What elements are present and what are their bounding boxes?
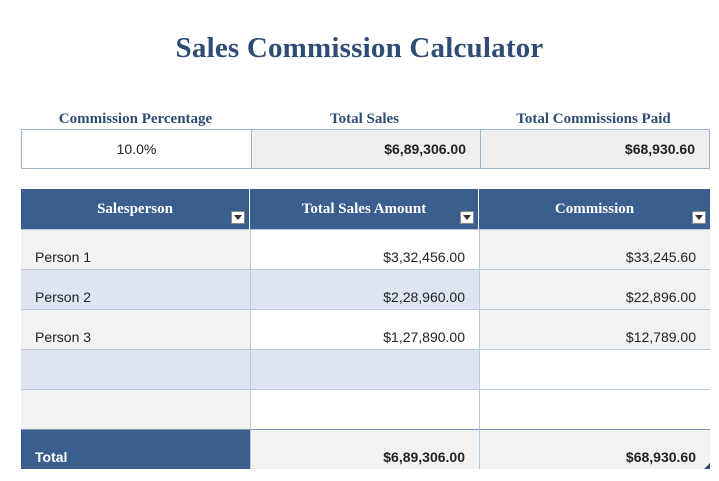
sales-amount-cell[interactable]: $3,32,456.00	[250, 229, 479, 269]
total-commission-cell: $68,930.60	[479, 429, 710, 469]
sales-amount-cell[interactable]	[250, 389, 479, 429]
page-title: Sales Commission Calculator	[175, 32, 544, 64]
commission-cell: $22,896.00	[479, 269, 710, 309]
column-header-label: Commission	[554, 201, 635, 217]
salesperson-cell[interactable]: Person 2	[21, 269, 250, 309]
filter-dropdown-icon[interactable]	[692, 211, 706, 224]
sales-amount-cell[interactable]: $2,28,960.00	[250, 269, 479, 309]
salesperson-cell[interactable]	[21, 389, 250, 429]
filter-dropdown-icon[interactable]	[231, 211, 245, 224]
table-row	[21, 349, 710, 389]
commission-percentage-input[interactable]: 10.0%	[22, 130, 251, 168]
total-commissions-paid-header: Total Commissions Paid	[516, 111, 671, 127]
table-resize-handle-icon[interactable]	[704, 463, 710, 469]
column-header-total-sales-amount[interactable]: Total Sales Amount	[250, 189, 478, 229]
summary-box: 10.0% $6,89,306.00 $68,930.60	[21, 129, 710, 169]
table-row: Person 2 $2,28,960.00 $22,896.00	[21, 269, 710, 309]
commission-cell: $12,789.00	[479, 309, 710, 349]
commission-cell	[479, 389, 710, 429]
commission-percentage-header: Commission Percentage	[58, 111, 213, 127]
sales-amount-cell[interactable]	[250, 349, 479, 389]
column-header-salesperson[interactable]: Salesperson	[21, 189, 249, 229]
salesperson-cell[interactable]	[21, 349, 250, 389]
table-row: Person 3 $1,27,890.00 $12,789.00	[21, 309, 710, 349]
column-header-label: Salesperson	[97, 201, 173, 217]
total-commissions-paid-value: $68,930.60	[480, 130, 709, 168]
column-header-label: Total Sales Amount	[301, 201, 427, 217]
total-row: Total $6,89,306.00 $68,930.60	[21, 429, 710, 469]
total-label-cell: Total	[21, 429, 250, 469]
table-row: Person 1 $3,32,456.00 $33,245.60	[21, 229, 710, 269]
commission-table: Salesperson Total Sales Amount Commissio…	[21, 189, 710, 470]
commission-cell: $33,245.60	[479, 229, 710, 269]
column-header-commission[interactable]: Commission	[479, 189, 710, 229]
salesperson-cell[interactable]: Person 1	[21, 229, 250, 269]
commission-cell	[479, 349, 710, 389]
total-sales-header: Total Sales	[329, 111, 400, 127]
table-row	[21, 389, 710, 429]
sales-amount-cell[interactable]: $1,27,890.00	[250, 309, 479, 349]
total-sales-value: $6,89,306.00	[251, 130, 480, 168]
filter-dropdown-icon[interactable]	[460, 211, 474, 224]
salesperson-cell[interactable]: Person 3	[21, 309, 250, 349]
total-sales-amount-cell: $6,89,306.00	[250, 429, 479, 469]
